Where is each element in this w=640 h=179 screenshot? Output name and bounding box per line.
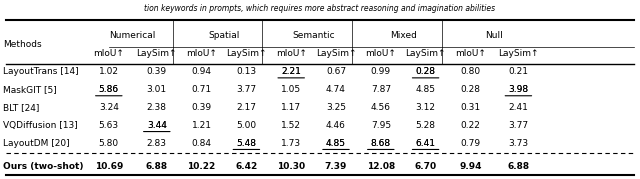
Text: 2.17: 2.17	[236, 103, 257, 112]
Text: 0.39: 0.39	[191, 103, 212, 112]
Text: 0.28: 0.28	[460, 85, 481, 94]
Text: 0.28: 0.28	[415, 67, 436, 76]
Text: 1.17: 1.17	[281, 103, 301, 112]
Text: 4.85: 4.85	[326, 139, 346, 148]
Text: 5.48: 5.48	[236, 139, 257, 148]
Text: 6.42: 6.42	[236, 162, 257, 171]
Text: LaySim↑: LaySim↑	[316, 49, 356, 58]
Text: 5.63: 5.63	[99, 121, 119, 130]
Text: LaySim↑: LaySim↑	[405, 49, 446, 58]
Text: LaySim↑: LaySim↑	[498, 49, 539, 58]
Text: Ours (two-shot): Ours (two-shot)	[3, 162, 84, 171]
Text: VQDiffusion [13]: VQDiffusion [13]	[3, 121, 78, 130]
Text: MaskGIT [5]: MaskGIT [5]	[3, 85, 57, 94]
Text: 6.88: 6.88	[508, 162, 529, 171]
Text: LayoutTrans [14]: LayoutTrans [14]	[3, 67, 79, 76]
Text: 4.85: 4.85	[415, 85, 436, 94]
Text: 3.25: 3.25	[326, 103, 346, 112]
Text: 5.48: 5.48	[236, 139, 257, 148]
Text: 8.68: 8.68	[371, 139, 391, 148]
Text: 0.67: 0.67	[326, 67, 346, 76]
Text: 2.21: 2.21	[281, 67, 301, 76]
Text: Spatial: Spatial	[208, 31, 240, 40]
Text: 1.21: 1.21	[191, 121, 212, 130]
Text: 10.30: 10.30	[277, 162, 305, 171]
Text: 1.05: 1.05	[281, 85, 301, 94]
Text: 3.12: 3.12	[415, 103, 436, 112]
Text: 10.22: 10.22	[188, 162, 216, 171]
Text: 0.13: 0.13	[236, 67, 257, 76]
Text: Numerical: Numerical	[109, 31, 156, 40]
Text: 1.52: 1.52	[281, 121, 301, 130]
Text: 0.80: 0.80	[460, 67, 481, 76]
Text: 7.39: 7.39	[325, 162, 347, 171]
Text: 2.38: 2.38	[147, 103, 167, 112]
Text: Null: Null	[486, 31, 503, 40]
Text: 0.84: 0.84	[191, 139, 212, 148]
Text: LaySim↑: LaySim↑	[136, 49, 177, 58]
Text: 6.41: 6.41	[415, 139, 436, 148]
Text: mIoU↑: mIoU↑	[93, 49, 124, 58]
Text: mIoU↑: mIoU↑	[365, 49, 396, 58]
Text: 3.98: 3.98	[508, 85, 529, 94]
Text: BLT [24]: BLT [24]	[3, 103, 40, 112]
Text: 0.99: 0.99	[371, 67, 391, 76]
Text: 4.74: 4.74	[326, 85, 346, 94]
Text: 0.28: 0.28	[415, 67, 436, 76]
Text: 2.21: 2.21	[281, 67, 301, 76]
Text: Semantic: Semantic	[292, 31, 335, 40]
Text: LaySim↑: LaySim↑	[226, 49, 267, 58]
Text: mIoU↑: mIoU↑	[186, 49, 217, 58]
Text: 3.73: 3.73	[508, 139, 529, 148]
Text: 8.68: 8.68	[371, 139, 391, 148]
Text: 3.44: 3.44	[147, 121, 167, 130]
Text: 3.24: 3.24	[99, 103, 119, 112]
Text: 10.69: 10.69	[95, 162, 123, 171]
Text: 6.41: 6.41	[415, 139, 436, 148]
Text: Methods: Methods	[3, 40, 42, 49]
Text: 3.77: 3.77	[508, 121, 529, 130]
Text: 5.86: 5.86	[99, 85, 119, 94]
Text: 12.08: 12.08	[367, 162, 395, 171]
Text: 4.46: 4.46	[326, 121, 346, 130]
Text: 6.70: 6.70	[415, 162, 436, 171]
Text: 4.85: 4.85	[326, 139, 346, 148]
Text: 3.44: 3.44	[147, 121, 167, 130]
Text: 1.02: 1.02	[99, 67, 119, 76]
Text: 2.83: 2.83	[147, 139, 167, 148]
Text: Mixed: Mixed	[390, 31, 417, 40]
Text: 3.98: 3.98	[508, 85, 529, 94]
Text: 0.79: 0.79	[460, 139, 481, 148]
Text: 0.39: 0.39	[147, 67, 167, 76]
Text: 9.94: 9.94	[459, 162, 482, 171]
Text: 5.86: 5.86	[99, 85, 119, 94]
Text: 3.01: 3.01	[147, 85, 167, 94]
Text: 7.95: 7.95	[371, 121, 391, 130]
Text: 2.41: 2.41	[508, 103, 529, 112]
Text: 5.00: 5.00	[236, 121, 257, 130]
Text: 4.56: 4.56	[371, 103, 391, 112]
Text: 7.87: 7.87	[371, 85, 391, 94]
Text: 5.80: 5.80	[99, 139, 119, 148]
Text: mIoU↑: mIoU↑	[276, 49, 307, 58]
Text: tion keywords in prompts, which requires more abstract reasoning and imagination: tion keywords in prompts, which requires…	[145, 4, 495, 13]
Text: mIoU↑: mIoU↑	[455, 49, 486, 58]
Text: 0.71: 0.71	[191, 85, 212, 94]
Text: 6.88: 6.88	[146, 162, 168, 171]
Text: 0.31: 0.31	[460, 103, 481, 112]
Text: 0.21: 0.21	[508, 67, 529, 76]
Text: LayoutDM [20]: LayoutDM [20]	[3, 139, 70, 148]
Text: 0.94: 0.94	[191, 67, 212, 76]
Text: 0.22: 0.22	[460, 121, 481, 130]
Text: 1.73: 1.73	[281, 139, 301, 148]
Text: 3.77: 3.77	[236, 85, 257, 94]
Text: 5.28: 5.28	[415, 121, 436, 130]
